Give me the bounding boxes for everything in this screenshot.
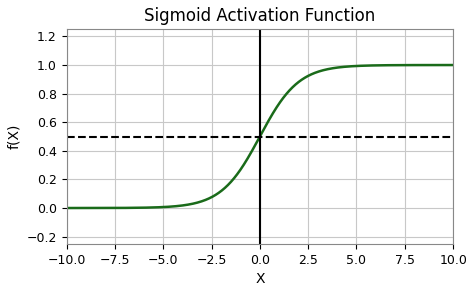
Y-axis label: f(X): f(X) — [7, 124, 21, 149]
Title: Sigmoid Activation Function: Sigmoid Activation Function — [144, 7, 375, 25]
X-axis label: X: X — [255, 272, 264, 286]
